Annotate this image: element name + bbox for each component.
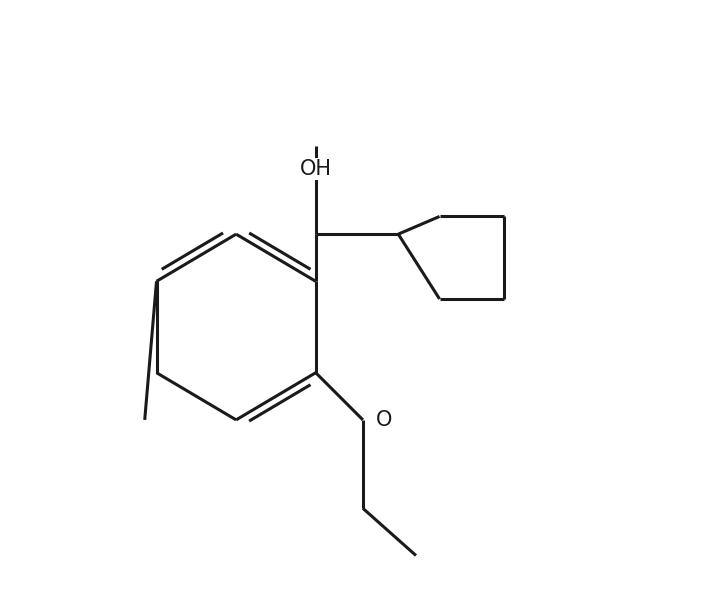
Text: O: O <box>376 410 392 430</box>
Text: OH: OH <box>300 158 332 179</box>
